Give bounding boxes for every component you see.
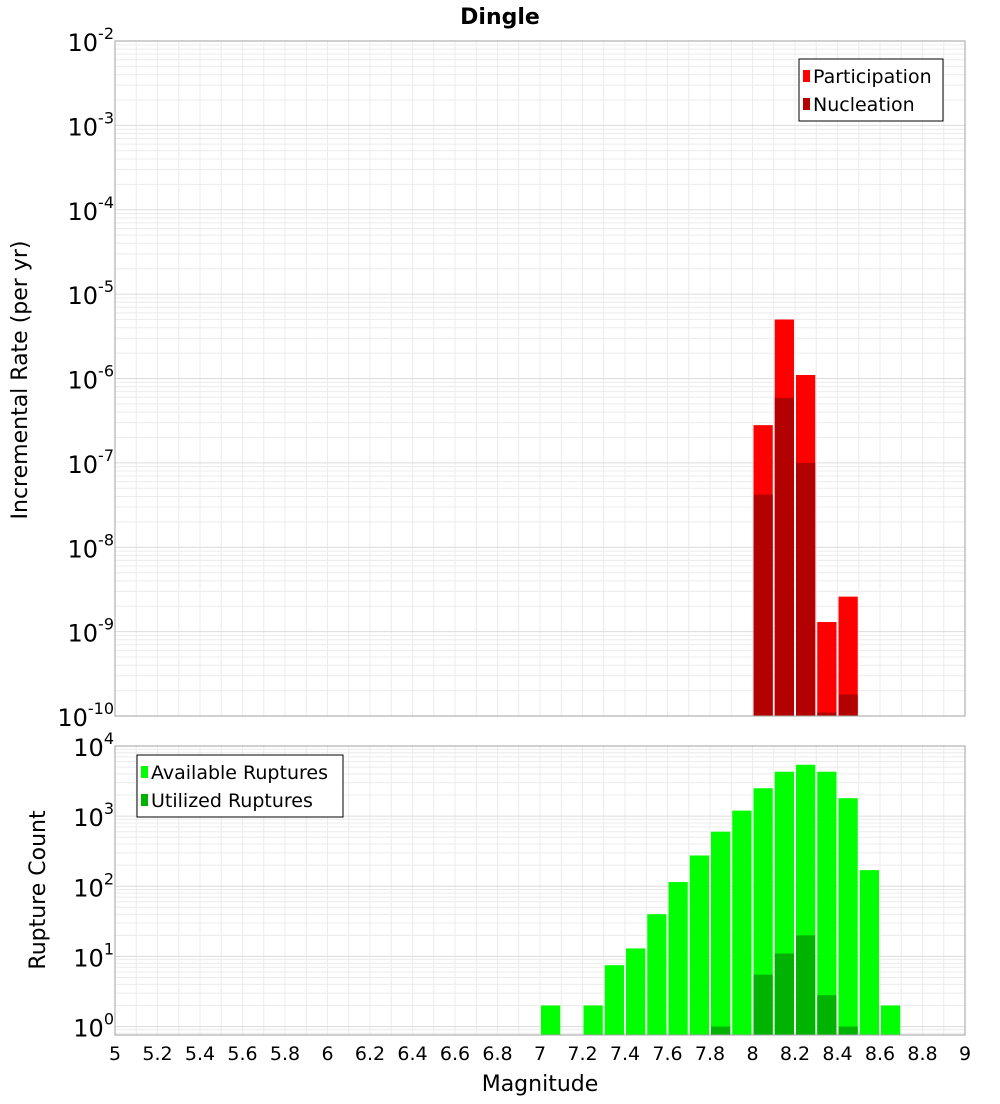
x-tick-label: 7.8	[695, 1043, 725, 1065]
legend-rate: Participation Nucleation	[798, 58, 944, 122]
bar-count-available-ruptures	[626, 948, 646, 1035]
panel-rate: 10-10 10-9 10-8 10-7 10-6 10-5 10-4 10-3 10-2 Par…	[57, 24, 966, 732]
x-axis-label: Magnitude	[482, 1072, 599, 1097]
x-tick-label: 5.6	[227, 1043, 257, 1065]
legend-swatch	[141, 766, 148, 778]
bar-count-available-ruptures	[689, 855, 709, 1035]
x-tick-label: 7	[534, 1043, 546, 1065]
x-tick-label: 8.4	[822, 1043, 852, 1065]
legend-swatch	[803, 98, 810, 110]
y-tick-label: 10-2	[68, 24, 115, 57]
panel-count: 100 101 102 103 104 Available Ruptures Utilize…	[73, 729, 966, 1043]
x-tick-label: 6.2	[355, 1043, 385, 1065]
plot-border	[114, 40, 966, 717]
legend-swatch	[803, 70, 810, 82]
bar-count-available-ruptures	[668, 882, 688, 1035]
x-tick-label: 5.4	[185, 1043, 215, 1065]
x-tick-label: 5.8	[270, 1043, 300, 1065]
bar-rate-nucleation	[774, 397, 794, 716]
x-axis: 5 5.2 5.4 5.6 5.8 6 6.2 6.4 6.6 6.8 7 7.2 7.4 7.6 7.8 8…	[109, 1043, 971, 1065]
bar-count-available-ruptures	[859, 870, 879, 1035]
legend-box	[798, 58, 944, 122]
legend-label: Nucleation	[813, 94, 915, 116]
y-tick-label: 10-6	[68, 362, 115, 395]
bar-count-available-ruptures	[604, 965, 624, 1035]
legend-swatch	[141, 794, 148, 806]
legend-label: Utilized Ruptures	[151, 790, 313, 812]
y-tick-label: 10-7	[68, 446, 115, 479]
bar-count-available-ruptures	[647, 914, 667, 1035]
legend-box	[136, 754, 344, 818]
x-tick-label: 5	[109, 1043, 121, 1065]
y-tick-label: 10-9	[68, 615, 115, 648]
bar-count-utilized-ruptures	[753, 974, 773, 1035]
y-tick-label: 10-4	[68, 193, 115, 226]
y-tick-label: 10-5	[68, 277, 115, 310]
bar-rate-nucleation	[753, 494, 773, 716]
y-tick-label: 103	[73, 799, 114, 832]
x-tick-label: 7.2	[567, 1043, 597, 1065]
legend-label: Participation	[813, 66, 932, 88]
bar-count-utilized-ruptures	[817, 995, 837, 1035]
y-tick-label: 101	[73, 939, 114, 972]
y-tick-label: 100	[73, 1010, 114, 1043]
bar-rate-participation	[817, 622, 837, 716]
x-tick-label: 9	[959, 1043, 971, 1065]
bar-rate-participation	[838, 596, 858, 716]
bar-count-available-ruptures	[583, 1005, 603, 1035]
plot-border	[114, 745, 966, 1036]
bar-count-available-ruptures	[817, 771, 837, 1035]
y-tick-label: 102	[73, 869, 114, 902]
x-tick-label: 7.6	[652, 1043, 682, 1065]
y-tick-label: 10-3	[68, 108, 115, 141]
legend-label: Available Ruptures	[151, 762, 328, 784]
legend-count: Available Ruptures Utilized Ruptures	[136, 754, 344, 818]
x-tick-label: 6.4	[397, 1043, 427, 1065]
x-tick-label: 8.8	[907, 1043, 937, 1065]
rate-y-axis-label: Incremental Rate (per yr)	[8, 241, 33, 520]
bar-rate-nucleation	[817, 712, 837, 716]
bar-count-available-ruptures	[732, 810, 752, 1035]
x-tick-label: 7.4	[610, 1043, 640, 1065]
x-tick-label: 8.6	[865, 1043, 895, 1065]
y-tick-label: 10-8	[68, 530, 115, 563]
x-tick-label: 6.6	[440, 1043, 470, 1065]
x-tick-label: 5.2	[142, 1043, 172, 1065]
bar-count-available-ruptures	[838, 798, 858, 1035]
x-tick-label: 8.2	[780, 1043, 810, 1065]
bar-count-utilized-ruptures	[774, 953, 794, 1035]
bar-count-available-ruptures	[711, 831, 731, 1035]
chart-title: Dingle	[460, 5, 540, 30]
bar-rate-nucleation	[796, 462, 816, 716]
bar-count-available-ruptures	[541, 1005, 561, 1035]
y-tick-label: 10-10	[57, 699, 114, 732]
x-tick-label: 6	[321, 1043, 333, 1065]
x-tick-label: 8	[746, 1043, 758, 1065]
bar-count-available-ruptures	[753, 788, 773, 1035]
x-tick-label: 6.8	[482, 1043, 512, 1065]
y-tick-label: 104	[73, 729, 114, 762]
bar-rate-nucleation	[838, 694, 858, 716]
count-y-axis-label: Rupture Count	[26, 810, 51, 970]
bar-count-utilized-ruptures	[838, 1026, 858, 1035]
bar-count-utilized-ruptures	[796, 935, 816, 1035]
bar-count-utilized-ruptures	[711, 1026, 731, 1035]
bar-count-available-ruptures	[881, 1005, 901, 1035]
